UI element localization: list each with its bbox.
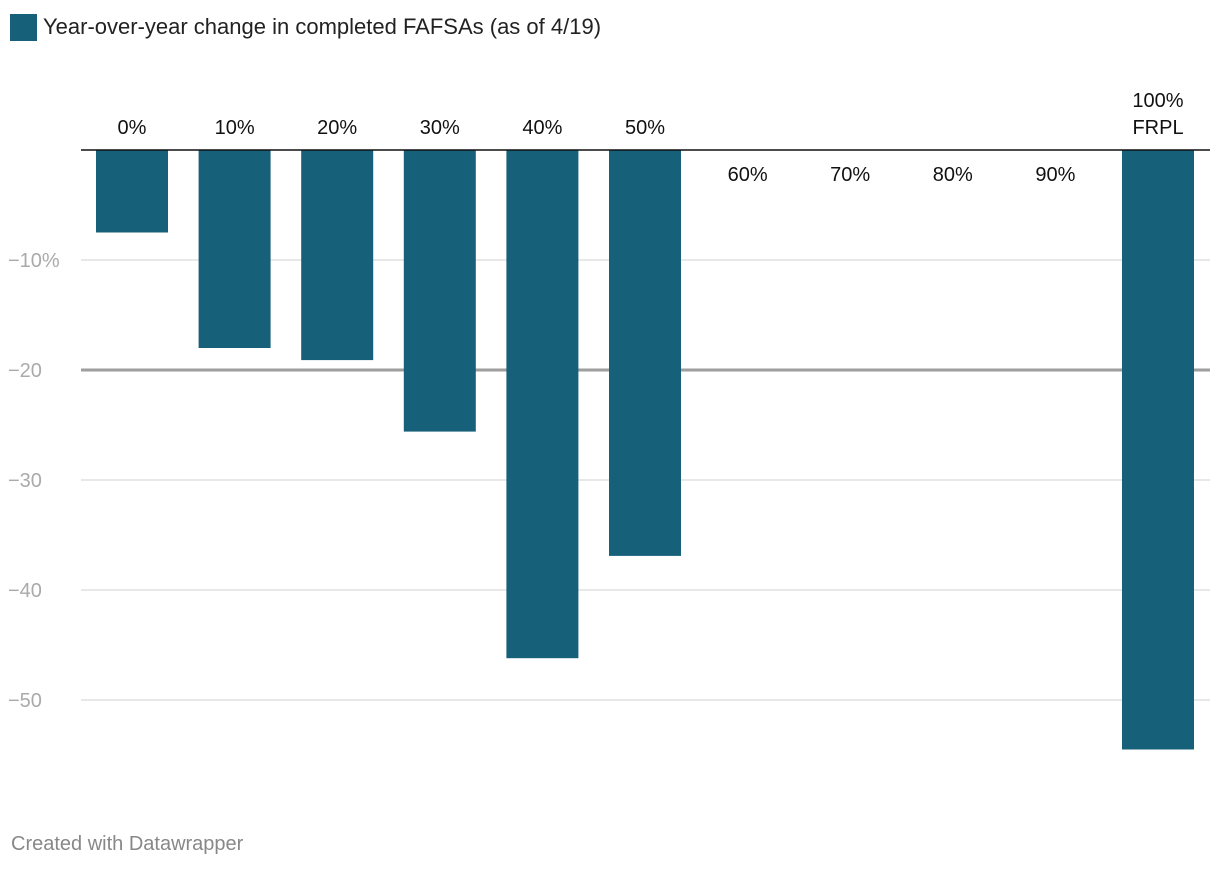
y-tick-label: −10% xyxy=(8,250,60,272)
category-label: 40% xyxy=(522,117,562,139)
category-label: 50% xyxy=(625,117,665,139)
bar xyxy=(403,150,476,432)
category-label: 0% xyxy=(118,117,147,139)
footer-credit: Created with Datawrapper xyxy=(11,833,244,855)
bar xyxy=(301,150,374,361)
category-label: 60% xyxy=(728,164,768,186)
bar xyxy=(1122,150,1194,750)
y-tick-label: −20 xyxy=(8,360,42,382)
category-label: 100% FRPL xyxy=(1132,90,1183,139)
category-label: 80% xyxy=(933,164,973,186)
category-label: 10% xyxy=(215,117,255,139)
y-tick-label: −40 xyxy=(8,580,42,602)
legend-swatch xyxy=(10,13,37,41)
legend: Year-over-year change in completed FAFSA… xyxy=(10,12,601,42)
bar-layer xyxy=(96,150,1194,750)
legend-label: Year-over-year change in completed FAFSA… xyxy=(43,14,602,39)
y-tick-label: −50 xyxy=(8,690,42,712)
category-label: 90% xyxy=(1035,164,1075,186)
category-label: 20% xyxy=(317,117,357,139)
category-label-layer: 0% 10% 20% 30% 40% 50% 60% 70% 80% 90% 100% FRPL xyxy=(118,90,1184,186)
axis-layer: −10% −20 −30 −40 −50 xyxy=(8,149,1210,712)
category-label: 30% xyxy=(420,117,460,139)
bar xyxy=(506,150,579,659)
bar xyxy=(198,150,271,348)
category-label: 70% xyxy=(830,164,870,186)
bar xyxy=(609,150,681,556)
bar xyxy=(96,150,168,233)
y-tick-label: −30 xyxy=(8,470,42,492)
